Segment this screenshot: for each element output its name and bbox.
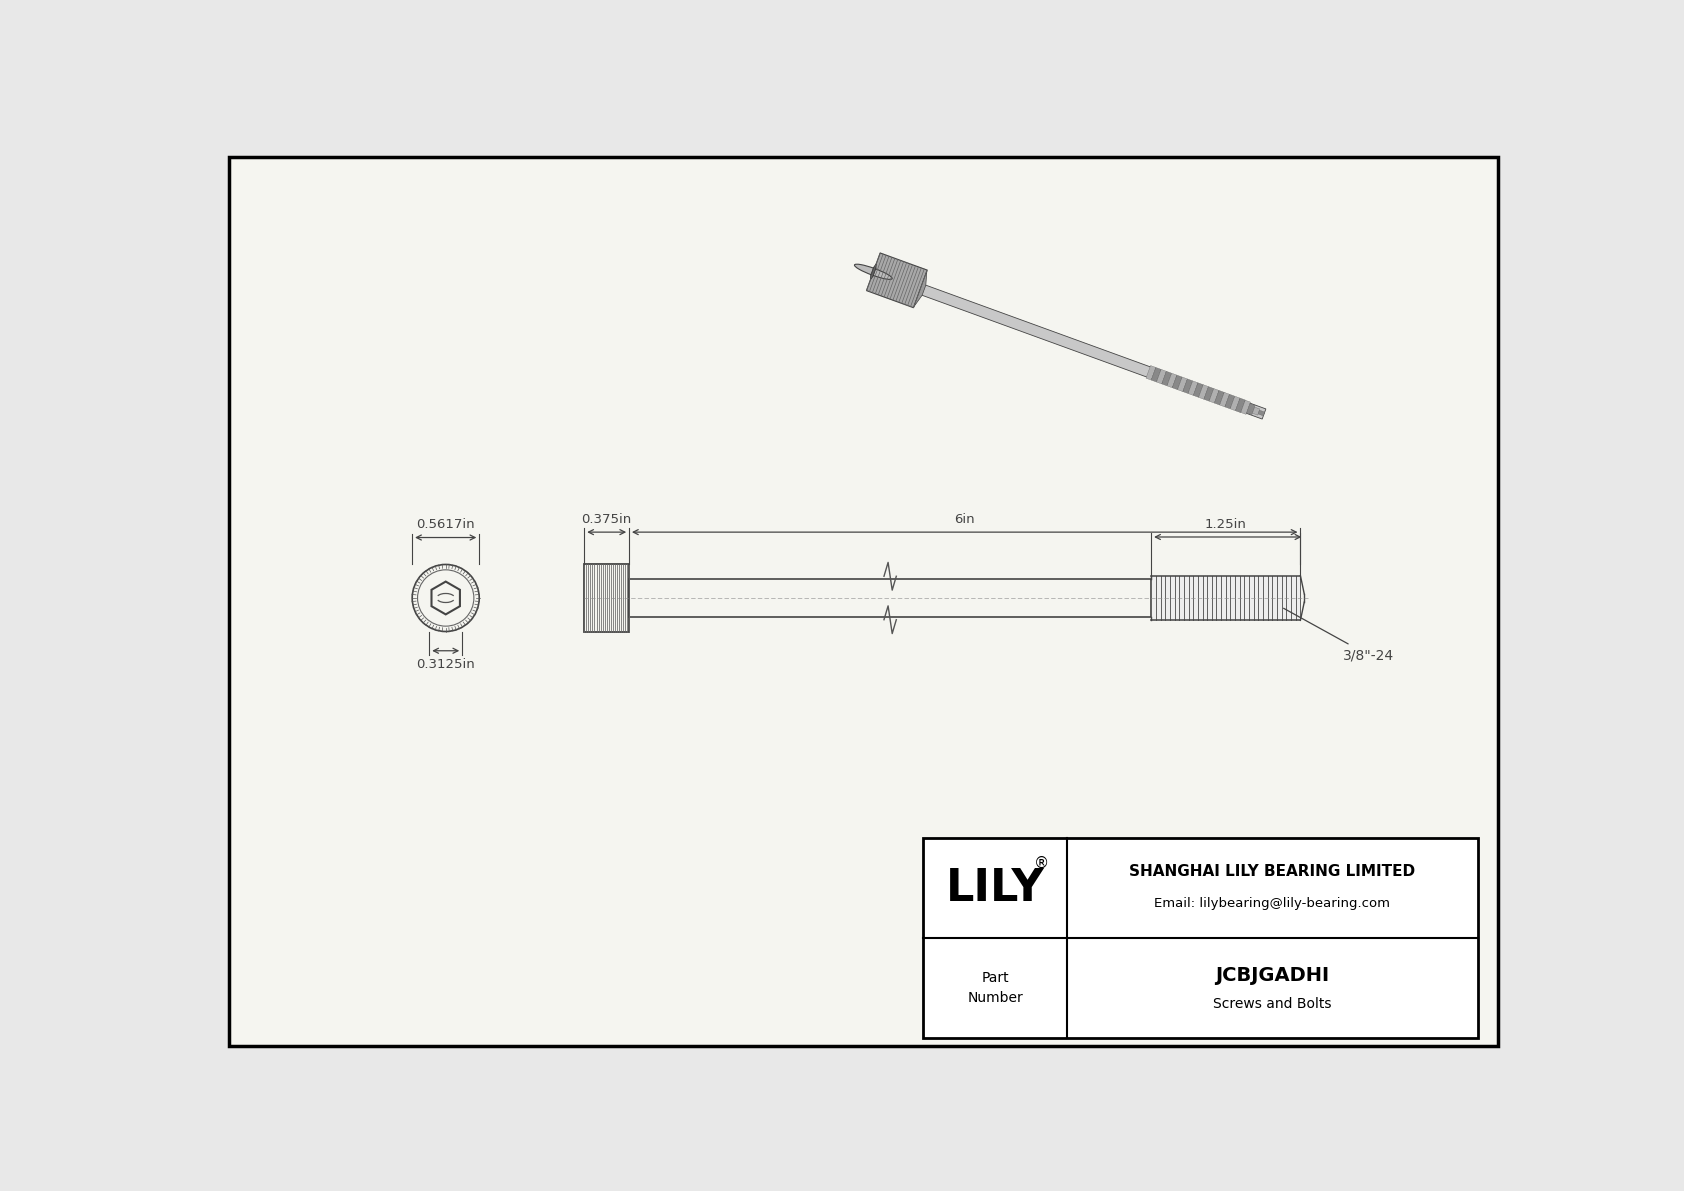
- Polygon shape: [1182, 379, 1192, 393]
- Text: JCBJGADHI: JCBJGADHI: [1216, 966, 1329, 985]
- Polygon shape: [1224, 394, 1234, 409]
- Polygon shape: [1147, 366, 1155, 380]
- Polygon shape: [867, 252, 928, 307]
- Polygon shape: [1209, 388, 1219, 403]
- Text: 3/8"-24: 3/8"-24: [1283, 609, 1394, 662]
- Bar: [630, 579, 1152, 617]
- Text: 6in: 6in: [955, 513, 975, 526]
- Polygon shape: [1229, 397, 1239, 411]
- Polygon shape: [1253, 407, 1260, 416]
- Text: 1.25in: 1.25in: [1204, 518, 1246, 531]
- Polygon shape: [914, 272, 926, 307]
- Text: SHANGHAI LILY BEARING LIMITED: SHANGHAI LILY BEARING LIMITED: [1130, 863, 1416, 879]
- Polygon shape: [1172, 375, 1182, 389]
- Text: ®: ®: [1034, 856, 1049, 871]
- Text: 0.5617in: 0.5617in: [416, 518, 475, 531]
- Polygon shape: [1219, 392, 1229, 407]
- Polygon shape: [1194, 382, 1202, 398]
- Polygon shape: [1187, 381, 1197, 395]
- Polygon shape: [1167, 373, 1177, 388]
- Polygon shape: [1152, 368, 1160, 382]
- Polygon shape: [1162, 372, 1172, 386]
- Polygon shape: [1177, 378, 1187, 392]
- Text: Screws and Bolts: Screws and Bolts: [1212, 997, 1332, 1011]
- Text: 0.375in: 0.375in: [581, 513, 632, 526]
- Text: 0.3125in: 0.3125in: [416, 657, 475, 671]
- Polygon shape: [1199, 385, 1209, 399]
- Text: Number: Number: [967, 991, 1024, 1005]
- Polygon shape: [918, 283, 1266, 419]
- Polygon shape: [1241, 400, 1251, 414]
- Bar: [1152, 575, 1300, 621]
- Bar: [584, 565, 630, 631]
- Polygon shape: [1246, 404, 1255, 414]
- Polygon shape: [1236, 398, 1244, 412]
- Polygon shape: [1157, 369, 1167, 384]
- Polygon shape: [1204, 387, 1214, 401]
- Ellipse shape: [854, 264, 893, 280]
- Polygon shape: [1258, 410, 1265, 416]
- Polygon shape: [1214, 391, 1224, 405]
- Bar: [923, 838, 1477, 1039]
- Text: LILY: LILY: [946, 867, 1044, 910]
- Text: Email: lilybearing@lily-bearing.com: Email: lilybearing@lily-bearing.com: [1155, 897, 1391, 910]
- Polygon shape: [871, 264, 876, 280]
- Text: Part: Part: [982, 972, 1009, 985]
